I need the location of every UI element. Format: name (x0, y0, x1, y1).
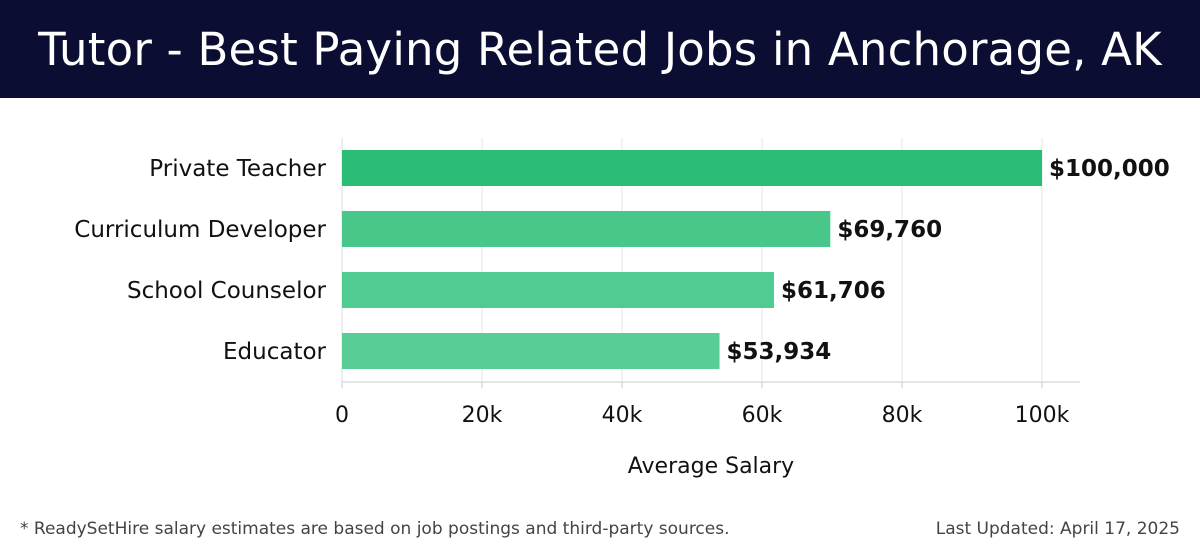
bar (342, 272, 774, 308)
header-bar: Tutor - Best Paying Related Jobs in Anch… (0, 0, 1200, 98)
bar (342, 211, 831, 247)
x-tick-label: 80k (882, 403, 923, 428)
value-label: $69,760 (837, 217, 942, 243)
value-label: $100,000 (1049, 156, 1170, 182)
value-label: $61,706 (781, 278, 886, 304)
x-axis-title: Average Salary (628, 454, 794, 479)
category-label: Educator (223, 339, 327, 365)
x-tick-label: 0 (335, 403, 349, 428)
bar (342, 333, 720, 369)
x-tick-label: 60k (742, 403, 783, 428)
category-label: Curriculum Developer (74, 217, 326, 243)
last-updated: Last Updated: April 17, 2025 (935, 519, 1180, 539)
x-tick-label: 40k (602, 403, 643, 428)
x-tick-label: 100k (1015, 403, 1070, 428)
footer-note: * ReadySetHire salary estimates are base… (20, 519, 730, 539)
chart-title: Tutor - Best Paying Related Jobs in Anch… (38, 22, 1162, 76)
value-label: $53,934 (727, 339, 832, 365)
category-label: School Counselor (127, 278, 327, 304)
bar-layer (342, 150, 1042, 369)
x-tick-layer: 0 20k 40k 60k 80k 100k (335, 382, 1070, 428)
label-layer: Private Teacher $100,000 Curriculum Develo… (74, 156, 1170, 365)
category-label: Private Teacher (149, 156, 326, 182)
bar (342, 150, 1042, 186)
x-tick-label: 20k (462, 403, 503, 428)
salary-bar-chart: Private Teacher $100,000 Curriculum Develo… (74, 138, 1170, 479)
